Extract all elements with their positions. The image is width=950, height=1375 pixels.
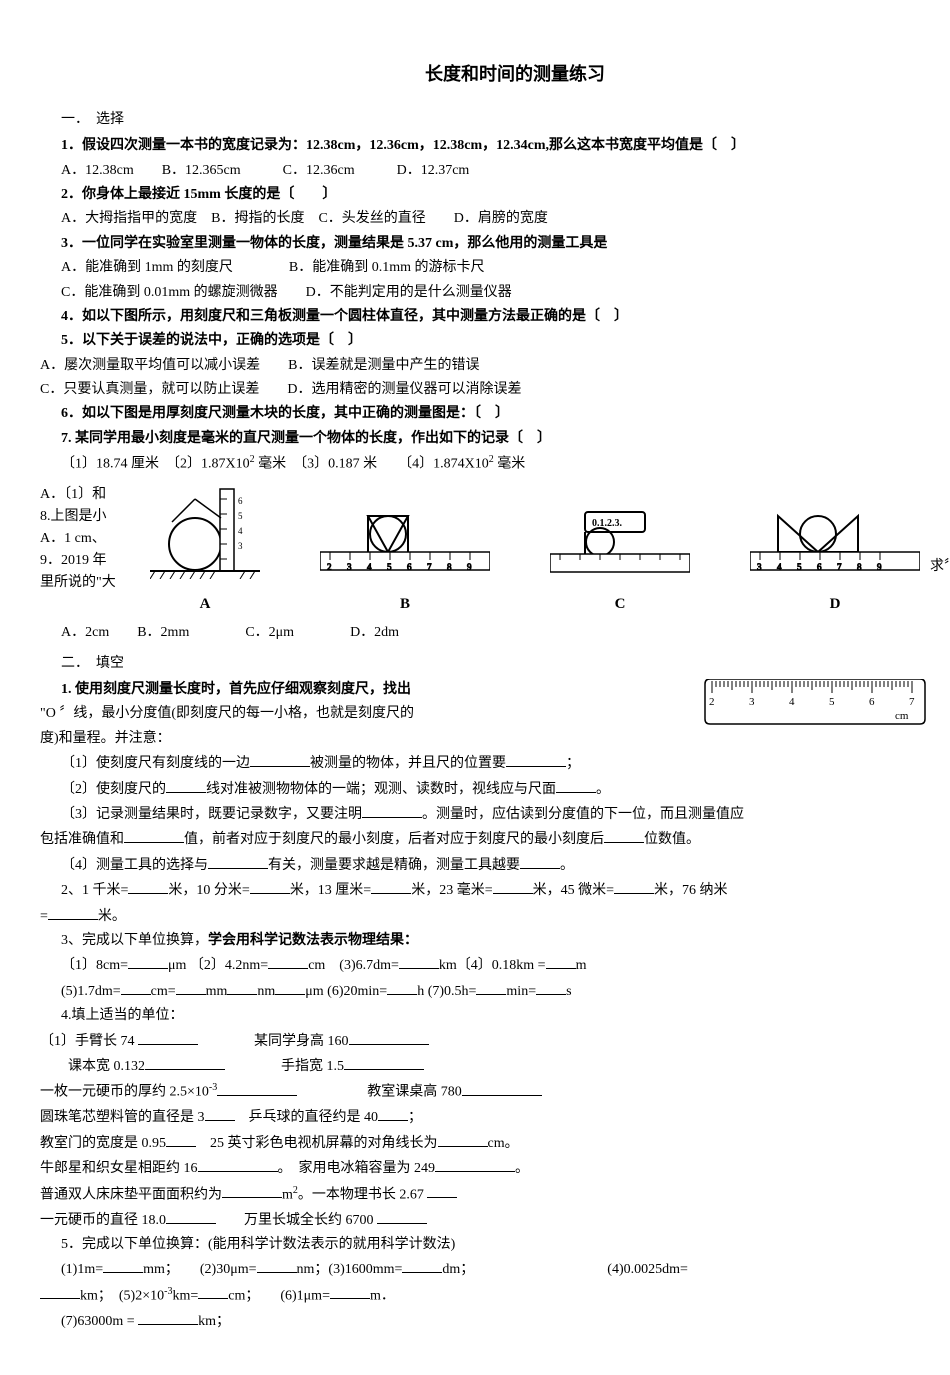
svg-text:4: 4 — [238, 526, 243, 536]
svg-text:6: 6 — [407, 562, 412, 572]
q6-stem: 6．如以下图是用厚刻度尺测量木块的长度，其中正确的测量图是：〔 〕 — [40, 403, 950, 425]
fill-1-sub1: 〔1〕使刻度尺有刻度线的一边被测量的物体，并且尺的位置要； — [40, 752, 950, 775]
figure-row: A．〔1〕和 8.上图是小 A．1 cm、 9．2019 年 里所说的"大 求〞… — [40, 484, 950, 614]
label-D: D — [750, 592, 920, 616]
section-1-head: 一． 选择 — [40, 109, 950, 131]
fill-1-sub2: 〔2〕使刻度尺的线对准被测物物体的一端；观测、读数时，视线应与尺面。 — [40, 778, 950, 801]
ruler-tick-2: 2 — [709, 696, 715, 708]
ruler-tick-3: 3 — [749, 696, 755, 708]
svg-text:6: 6 — [817, 562, 822, 572]
diagram-B: 2 3 4 5 6 7 8 9 B — [320, 504, 490, 615]
fill-4-line5: 教室门的宽度是 0.95 25 英寸彩色电视机屏幕的对角线长为cm。 — [40, 1132, 950, 1155]
q3-options-2: C．能准确到 0.01mm 的螺旋测微器 D．不能判定用的是什么测量仪器 — [40, 282, 950, 304]
svg-text:5: 5 — [387, 562, 392, 572]
svg-text:3: 3 — [757, 562, 762, 572]
fill-4-line6: 牛郎星和织女星相距约 16。 家用电冰箱容量为 249。 — [40, 1157, 950, 1180]
q1-options: A．12.38cm B．12.365cm C．12.36cm D．12.37cm — [40, 160, 950, 182]
fill-5-line3: (7)63000m = km； — [40, 1310, 950, 1333]
fill-2b: =米。 — [40, 905, 950, 928]
q2-options: A．大拇指指甲的宽度 B．拇指的长度 C．头发丝的直径 D．肩膀的宽度 — [40, 208, 950, 230]
label-A: A — [150, 592, 260, 616]
q8-stem: 8.上图是小 — [40, 506, 140, 528]
q5-options-2: C．只要认真测量，就可以防止误差 D．选用精密的测量仪器可以消除误差 — [40, 379, 950, 401]
svg-text:7: 7 — [427, 562, 432, 572]
fill-3-head: 3、完成以下单位换算，学会用科学记数法表示物理结果： — [40, 930, 950, 952]
fill-5-line1: (1)1m=mm； (2)30μm=nm；(3)1600mm=dm； (4)0.… — [40, 1258, 950, 1281]
q1-stem: 1．假设四次测量一本书的宽度记录为：12.38cm，12.36cm，12.38c… — [40, 135, 950, 157]
fill-4-line7: 普通双人床床垫平面面积约为m2。一本物理书长 2.67 — [40, 1183, 950, 1207]
q7-stem: 7. 某同学用最小刻度是毫米的直尺测量一个物体的长度，作出如下的记录〔 〕 — [40, 428, 950, 450]
diagram-A: 6 5 4 3 A — [150, 484, 260, 615]
svg-text:5: 5 — [238, 511, 243, 521]
q4-stem: 4．如以下图所示，用刻度尺和三角板测量一个圆柱体直径，其中测量方法最正确的是〔 … — [40, 306, 950, 328]
svg-text:0.1.2.3.: 0.1.2.3. — [592, 518, 623, 529]
section-2-head: 二． 填空 — [40, 653, 950, 675]
svg-text:8: 8 — [447, 562, 452, 572]
fill-4-line4: 圆珠笔芯塑料管的直径是 3 乒乓球的直径约是 40； — [40, 1106, 950, 1129]
ruler-tick-6: 6 — [869, 696, 875, 708]
label-B: B — [320, 592, 490, 616]
svg-text:3: 3 — [238, 541, 243, 551]
ruler-tick-4: 4 — [789, 696, 795, 708]
fill-1-line3: 度)和量程。并注意： — [40, 728, 950, 750]
ruler-tick-5: 5 — [829, 696, 835, 708]
fill-1-sub3a: 〔3〕记录测量结果时，既要记录数字，又要注明。测量时，应估读到分度值的下一位，而… — [40, 803, 950, 826]
fill-3-line2: (5)1.7dm=cm=mmnmμm (6)20min=h (7)0.5h=mi… — [40, 980, 950, 1003]
q9-stem-a: 9．2019 年 — [40, 550, 140, 572]
svg-text:4: 4 — [777, 562, 782, 572]
svg-text:6: 6 — [238, 496, 243, 506]
fill-2a: 2、1 千米=米，10 分米=米，13 厘米=米，23 毫米=米，45 微米=米… — [40, 879, 950, 902]
svg-text:4: 4 — [367, 562, 372, 572]
svg-text:3: 3 — [347, 562, 352, 572]
fill-4-line8: 一元硬币的直径 18.0 万里长城全长约 6700 — [40, 1209, 950, 1232]
svg-text:5: 5 — [797, 562, 802, 572]
fill-1-sub4: 〔4〕测量工具的选择与有关，测量要求越是精确，测量工具越要。 — [40, 854, 950, 877]
q5-options-1: A．屡次测量取平均值可以减小误差 B．误差就是测量中产生的错误 — [40, 355, 950, 377]
q7-opt-A: A．〔1〕和 — [40, 484, 140, 506]
fill-4-line3: 一枚一元硬币的厚约 2.5×10-3 教室课桌高 780 — [40, 1080, 950, 1104]
svg-text:8: 8 — [857, 562, 862, 572]
fill-5-line2: km； (5)2×10-3km=cm； (6)1μm=m． — [40, 1284, 950, 1308]
fill-3-line1: 〔1〕8cm=μm 〔2〕4.2nm=cm (3)6.7dm=km〔4〕0.18… — [40, 954, 950, 977]
fill-5-head: 5．完成以下单位换算：(能用科学计数法表示的就用科学计数法) — [40, 1234, 950, 1256]
q8-opt-A: A．1 cm、 — [40, 528, 140, 550]
q3-stem: 3．一位同学在实验室里测量一物体的长度，测量结果是 5.37 cm，那么他用的测… — [40, 233, 950, 255]
fill-4-line1: 〔1〕手臂长 74 某同学身高 160 — [40, 1030, 950, 1053]
fill-1-sub3b: 包括准确值和值，前者对应于刻度尺的最小刻度，后者对应于刻度尺的最小刻度后位数值。 — [40, 828, 950, 851]
ruler-tick-7: 7 — [909, 696, 915, 708]
ruler-unit: cm — [895, 710, 909, 722]
svg-text:2: 2 — [327, 562, 332, 572]
diagram-C: 0.1.2.3. C — [550, 504, 690, 615]
ruler-figure: 2 3 4 5 6 7 cm — [700, 679, 930, 729]
diagram-D: 3 4 5 6 7 8 9 D — [750, 504, 920, 615]
svg-text:9: 9 — [877, 562, 882, 572]
q9-stem-b: 求〞。这 — [930, 556, 950, 578]
svg-text:9: 9 — [467, 562, 472, 572]
fill-4-head: 4.填上适当的单位： — [40, 1005, 950, 1027]
q9-options: A．2cm B．2mm C．2μm D．2dm — [40, 622, 950, 644]
page-title: 长度和时间的测量练习 — [40, 60, 950, 89]
q7-items: 〔1〕18.74 厘米 〔2〕1.87X102 毫米 〔3〕0.187 米 〔4… — [40, 452, 950, 476]
label-C: C — [550, 592, 690, 616]
svg-text:7: 7 — [837, 562, 842, 572]
q9-stem-c: 里所说的"大 — [40, 572, 140, 594]
q5-stem: 5．以下关于误差的说法中，正确的选项是〔 〕 — [40, 330, 950, 352]
fill-4-line2: 课本宽 0.132 手指宽 1.5 — [40, 1055, 950, 1078]
q3-options-1: A．能准确到 1mm 的刻度尺 B．能准确到 0.1mm 的游标卡尺 — [40, 257, 950, 279]
q2-stem: 2．你身体上最接近 15mm 长度的是〔 〕 — [40, 184, 950, 206]
